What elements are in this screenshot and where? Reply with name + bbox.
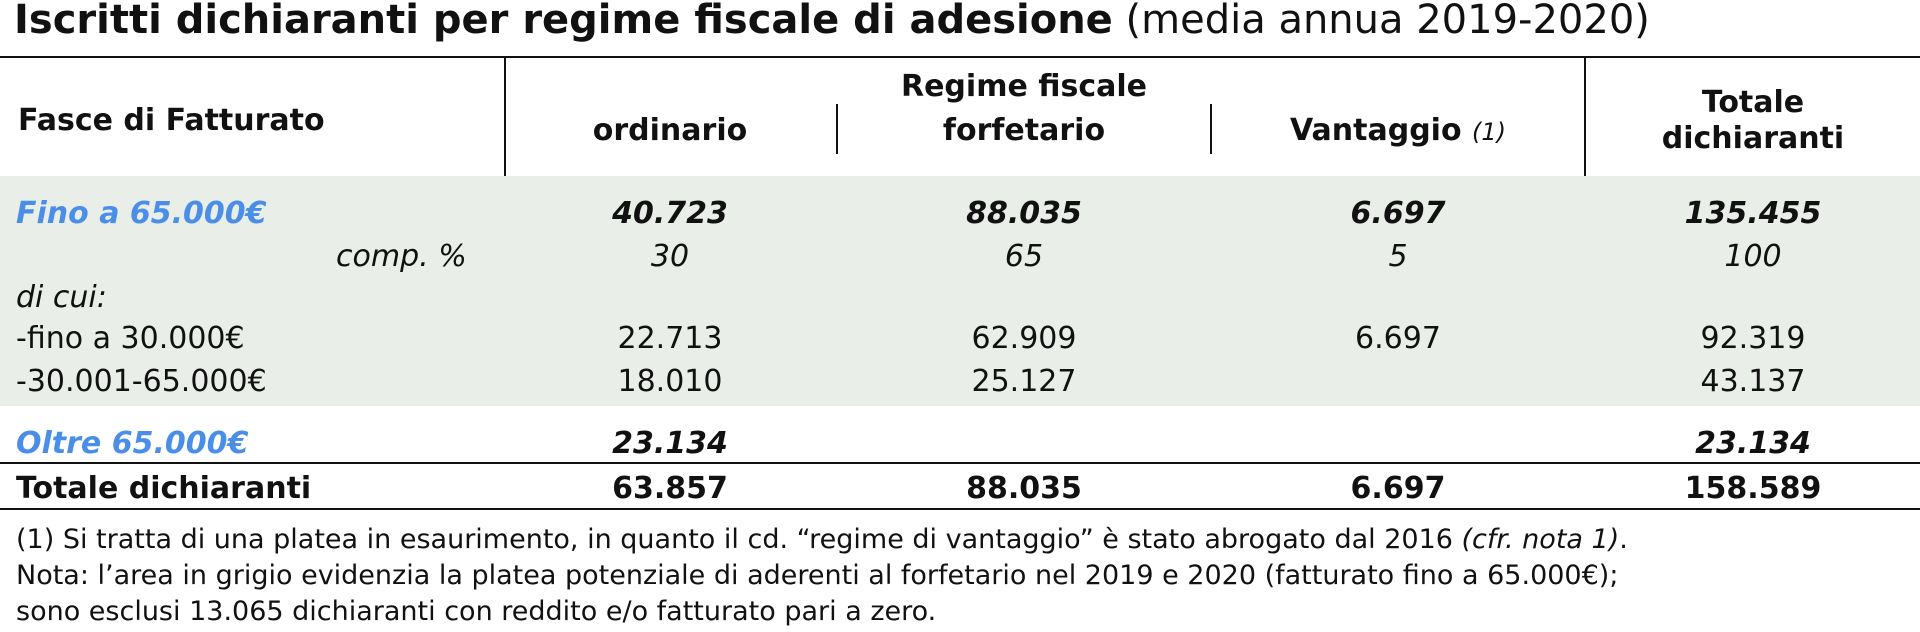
header-divider-1 [504, 58, 506, 176]
row-30-65-label: -30.001-65.000€ [16, 364, 267, 399]
header-divider-4 [1584, 58, 1586, 176]
footnote-1: (1) Si tratta di una platea in esaurimen… [16, 521, 1628, 559]
footnote-3: sono esclusi 13.065 dichiaranti con redd… [16, 596, 937, 627]
row-di-cui-label: di cui: [16, 280, 107, 315]
row-oltre-label: Oltre 65.000€ [16, 426, 249, 461]
row-fino30-ordinario: 22.713 [617, 321, 723, 356]
row-comp-vantaggio: 5 [1388, 239, 1408, 274]
footnote-1-end: . [1619, 524, 1628, 555]
row-comp-forfetario: 65 [1004, 239, 1044, 274]
row-30-65-ordinario: 18.010 [617, 364, 723, 399]
header-totale-line2: dichiaranti [1661, 121, 1845, 156]
title-main: Iscritti dichiaranti per regime fiscale … [14, 0, 1113, 43]
title-sub: (media annua 2019-2020) [1125, 0, 1650, 43]
highlight-band [0, 176, 1920, 406]
row-30-65-forfetario: 25.127 [971, 364, 1077, 399]
row-totale-label: Totale dichiaranti [16, 471, 312, 506]
header-vantaggio: Vantaggio (1) [1212, 110, 1584, 153]
footnote-2: Nota: l’area in grigio evidenzia la plat… [16, 560, 1619, 591]
footnote-1-ref: (cfr. nota 1) [1461, 524, 1620, 555]
row-totale-totale: 158.589 [1684, 471, 1822, 506]
header-regime-group: Regime fiscale [900, 69, 1147, 104]
row-fino30-label: -fino a 30.000€ [16, 321, 245, 356]
row-30-65-totale: 43.137 [1700, 364, 1806, 399]
row-fino-forfetario: 88.035 [966, 196, 1082, 231]
header-divider-3 [1210, 104, 1212, 154]
header-vantaggio-note: (1) [1472, 118, 1507, 146]
row-comp-label: comp. % [336, 239, 467, 274]
header-vantaggio-label: Vantaggio [1289, 113, 1462, 148]
row-fino30-vantaggio: 6.697 [1355, 321, 1441, 356]
header-divider-2 [836, 104, 838, 154]
row-comp-totale: 100 [1724, 239, 1782, 274]
header-forfetario: forfetario [942, 113, 1106, 148]
row-fino30-forfetario: 62.909 [971, 321, 1077, 356]
totals-top-rule [0, 462, 1920, 464]
table-title: Iscritti dichiaranti per regime fiscale … [14, 0, 1650, 44]
row-comp-ordinario: 30 [650, 239, 690, 274]
footnote-1-text: (1) Si tratta di una platea in esaurimen… [16, 524, 1462, 555]
header-totale-line1: Totale [1701, 85, 1805, 120]
row-fino-vantaggio: 6.697 [1350, 196, 1446, 231]
row-fino-ordinario: 40.723 [612, 196, 728, 231]
row-fino-totale: 135.455 [1684, 196, 1822, 231]
totals-bottom-rule [0, 508, 1920, 510]
row-fino30-totale: 92.319 [1700, 321, 1806, 356]
row-oltre-ordinario: 23.134 [612, 426, 728, 461]
row-oltre-totale: 23.134 [1695, 426, 1811, 461]
header-ordinario: ordinario [592, 113, 748, 148]
top-rule [0, 56, 1920, 58]
row-fino-label: Fino a 65.000€ [16, 196, 267, 231]
row-totale-forfetario: 88.035 [966, 471, 1082, 506]
row-totale-ordinario: 63.857 [612, 471, 728, 506]
row-totale-vantaggio: 6.697 [1350, 471, 1446, 506]
header-fasce: Fasce di Fatturato [18, 103, 325, 138]
